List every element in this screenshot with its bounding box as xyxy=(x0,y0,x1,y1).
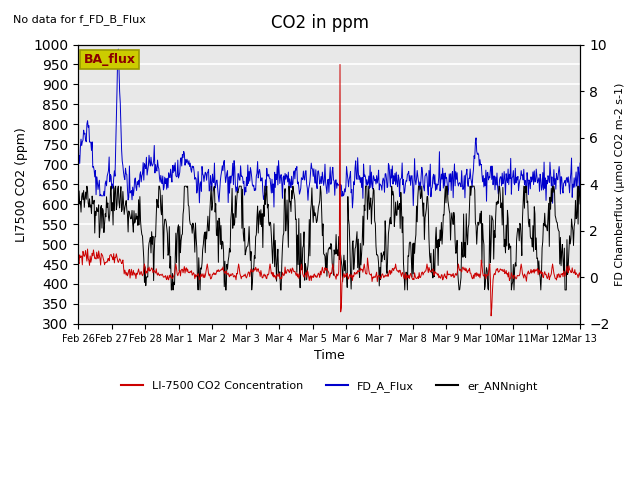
Text: BA_flux: BA_flux xyxy=(83,53,136,66)
Y-axis label: LI7500 CO2 (ppm): LI7500 CO2 (ppm) xyxy=(15,127,28,241)
Text: CO2 in ppm: CO2 in ppm xyxy=(271,14,369,33)
X-axis label: Time: Time xyxy=(314,349,344,362)
Text: No data for f_FD_B_Flux: No data for f_FD_B_Flux xyxy=(13,14,146,25)
Legend: LI-7500 CO2 Concentration, FD_A_Flux, er_ANNnight: LI-7500 CO2 Concentration, FD_A_Flux, er… xyxy=(116,377,542,396)
Y-axis label: FD Chamberflux (μmol CO2 m-2 s-1): FD Chamberflux (μmol CO2 m-2 s-1) xyxy=(615,83,625,286)
